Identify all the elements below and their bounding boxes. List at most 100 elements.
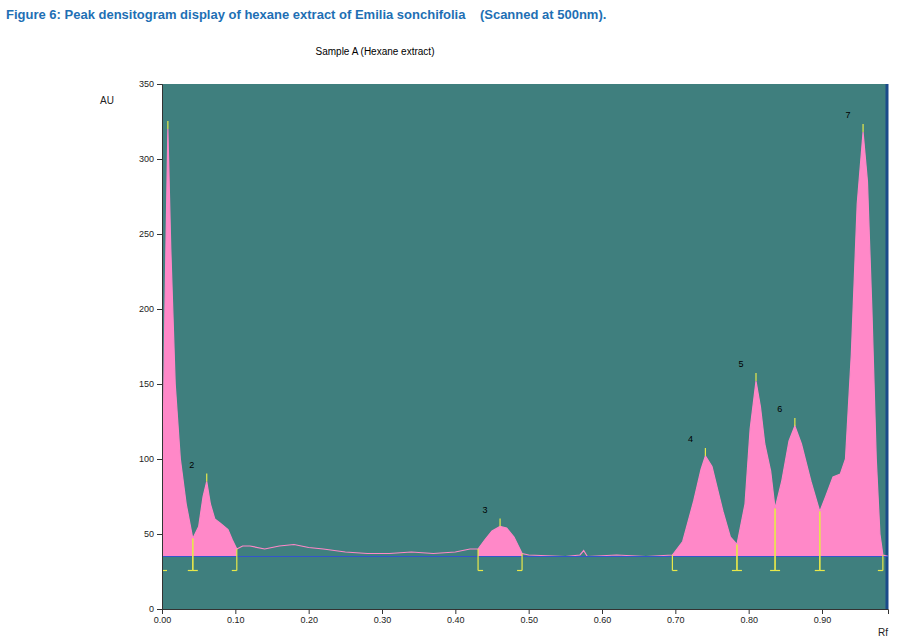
peak-label: 7 xyxy=(846,110,851,120)
peak-boundary xyxy=(477,549,478,571)
x-tick: 0.70 xyxy=(667,609,685,625)
x-tick: 0.90 xyxy=(814,609,832,625)
plot-background xyxy=(162,84,888,609)
peak-boundary xyxy=(774,509,775,571)
x-tick: 0.80 xyxy=(740,609,758,625)
peak-apex xyxy=(755,373,756,381)
x-tick: 0.60 xyxy=(594,609,612,625)
peak-boundary-foot xyxy=(737,570,742,571)
x-tick-label: 0.10 xyxy=(227,615,245,625)
x-tick-label: 0.20 xyxy=(300,615,318,625)
y-tick-mark xyxy=(157,459,162,460)
x-tick-label: 0.50 xyxy=(520,615,538,625)
y-tick: 350 xyxy=(139,79,162,89)
peak-boundary xyxy=(736,545,737,571)
y-tick-mark xyxy=(157,234,162,235)
y-axis-title: AU xyxy=(100,95,114,106)
peak-boundary xyxy=(882,555,883,571)
peak-boundary-foot xyxy=(188,570,193,571)
baseline xyxy=(162,556,888,557)
trace-line xyxy=(162,129,888,557)
y-tick: 200 xyxy=(139,304,162,314)
peak-boundary xyxy=(192,539,193,571)
y-tick: 50 xyxy=(144,529,162,539)
y-tick: 100 xyxy=(139,454,162,464)
x-tick-mark xyxy=(675,609,676,614)
y-tick-mark xyxy=(157,159,162,160)
peak-apex xyxy=(206,474,207,482)
peak-label: 4 xyxy=(688,434,693,444)
y-tick-label: 250 xyxy=(139,229,154,239)
y-tick-mark xyxy=(157,384,162,385)
peak-label: 2 xyxy=(189,460,194,470)
peak-boundary xyxy=(774,509,775,571)
plot-right-edge xyxy=(886,84,889,609)
peak-boundary xyxy=(236,549,237,571)
x-tick: 0.10 xyxy=(227,609,245,625)
peak-apex xyxy=(862,124,863,132)
peak-boundary xyxy=(819,512,820,571)
peak-label: 6 xyxy=(777,404,782,414)
peak-boundary xyxy=(672,555,673,571)
x-tick-mark xyxy=(602,609,603,614)
peak-apex xyxy=(167,121,168,129)
peak-boundary-foot xyxy=(232,570,237,571)
y-axis: 0 50 100 150 200 250 300 350 xyxy=(139,79,163,614)
title: Figure 6: Peak densitogram display of he… xyxy=(6,7,606,22)
peak-label: 5 xyxy=(738,359,743,369)
peak-boundary xyxy=(521,554,522,571)
x-tick-label: 0.00 xyxy=(154,615,172,625)
peak-boundary-foot xyxy=(820,570,825,571)
x-tick-mark xyxy=(455,609,456,614)
peak-boundary-foot xyxy=(770,570,775,571)
peak-apex xyxy=(705,448,706,456)
peak-boundary xyxy=(736,545,737,571)
x-tick-mark xyxy=(529,609,530,614)
peak-boundary-foot xyxy=(878,570,883,571)
x-axis-line xyxy=(163,610,889,615)
y-axis-line xyxy=(157,85,163,610)
y-tick: 150 xyxy=(139,379,162,389)
peak-area xyxy=(737,381,775,557)
x-axis: 0.00 0.10 0.20 0.30 0.40 0.50 0.60 0.70 0.80 0.90 xyxy=(154,609,889,625)
peak-apex xyxy=(794,418,795,426)
peak-boundary xyxy=(192,539,193,571)
y-tick-mark xyxy=(157,309,162,310)
y-tick-label: 150 xyxy=(139,379,154,389)
x-tick-mark xyxy=(749,609,750,614)
x-tick-mark xyxy=(309,609,310,614)
x-tick-label: 0.30 xyxy=(374,615,392,625)
y-tick: 300 xyxy=(139,154,162,164)
x-tick-label: 0.80 xyxy=(740,615,758,625)
peak-boundary-foot xyxy=(478,570,483,571)
peak-boundary-foot xyxy=(732,570,737,571)
peak-boundary-foot xyxy=(815,570,820,571)
peak-boundary-foot xyxy=(517,570,522,571)
peak-boundary-foot xyxy=(193,570,198,571)
y-tick-mark xyxy=(157,609,162,610)
peak-boundary xyxy=(819,512,820,571)
peak-boundary-foot xyxy=(672,570,677,571)
y-tick-label: 200 xyxy=(139,304,154,314)
x-tick: 0.20 xyxy=(300,609,318,625)
x-tick-mark xyxy=(235,609,236,614)
x-tick-mark xyxy=(382,609,383,614)
peak-label: 3 xyxy=(483,505,488,515)
y-tick-label: 50 xyxy=(144,529,154,539)
x-tick: 0.50 xyxy=(520,609,538,625)
x-tick-mark xyxy=(162,609,163,614)
y-tick-mark xyxy=(157,84,162,85)
x-tick: 0.00 xyxy=(154,609,172,625)
chart-root: Figure 6: Peak densitogram display of he… xyxy=(0,0,924,643)
peak-area xyxy=(775,426,820,557)
y-tick: 0 xyxy=(149,604,162,614)
x-tick-mark xyxy=(822,609,823,614)
y-tick-mark xyxy=(157,534,162,535)
x-tick-label: 0.60 xyxy=(594,615,612,625)
x-tick: 0.40 xyxy=(447,609,465,625)
x-tick: 0.30 xyxy=(374,609,392,625)
y-tick-label: 350 xyxy=(139,79,154,89)
x-tick-label: 0.90 xyxy=(814,615,832,625)
peak-apex xyxy=(499,519,500,527)
y-tick-label: 300 xyxy=(139,154,154,164)
